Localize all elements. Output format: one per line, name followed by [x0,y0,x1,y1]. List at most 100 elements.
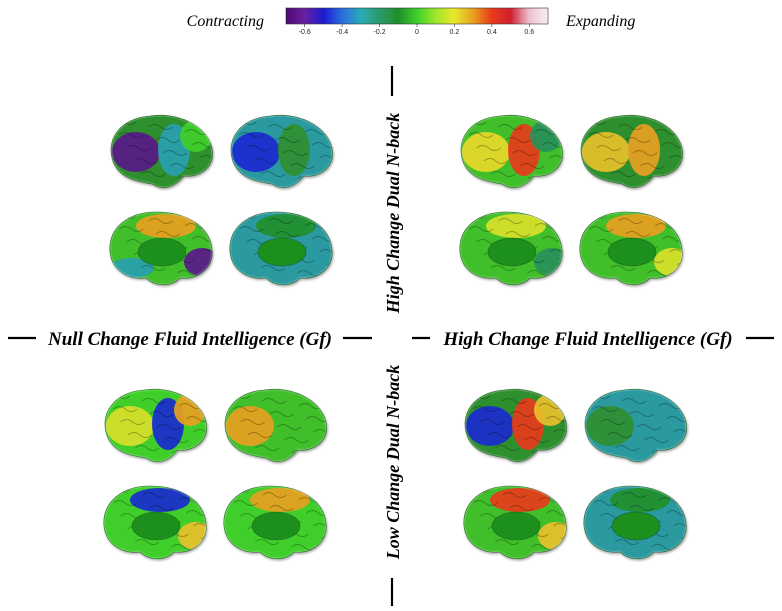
brain-sulcus [238,226,264,232]
brain-lateral-right [580,114,683,188]
brain-sulcus [644,437,669,443]
brain-sulcus [622,492,647,498]
colorbar-tick-label: 0.4 [487,29,497,36]
brain-lateral-right [230,114,333,188]
brain-quadrant-bottom-right [463,388,687,560]
brain-sulcus [326,168,333,174]
brain-sulcus [162,150,188,156]
brain-sulcus [610,171,636,177]
brain-sulcus [238,132,264,138]
brain-medial-left [103,485,207,560]
brain-sulcus [610,265,636,271]
brain-sulcus [505,231,531,237]
medial-wall [137,237,187,267]
brain-sulcus [614,445,640,451]
brain-quadrant-top-right [459,114,683,286]
brain-medial-right [229,211,333,286]
brain-sulcus [200,442,207,448]
brain-sulcus [170,163,195,169]
brain-sulcus [592,500,618,506]
brain-region-patch [486,214,546,238]
brain-sulcus [140,171,166,177]
brain-sulcus [661,236,683,242]
brain-sulcus [560,442,567,448]
brain-sulcus [134,539,160,545]
brain-sulcus [155,231,181,237]
brain-sulcus [665,416,687,422]
brain-sulcus [260,265,286,271]
brain-sulcus [260,171,286,177]
brain-region-patch [130,488,190,512]
axis-bottom-label: Low Change Dual N-back [383,365,403,561]
brain-sulcus [262,398,287,404]
brain-sulcus [676,168,683,174]
brain-sulcus [490,265,516,271]
brain-sulcus [320,442,327,448]
brain-sulcus [140,265,166,271]
brain-sulcus [502,492,527,498]
brain-sulcus [556,168,563,174]
brain-sulcus [502,398,527,404]
brain-region-patch [582,132,630,172]
brain-sulcus [246,145,271,151]
brain-medial-left [109,211,213,286]
medial-wall [257,237,307,267]
brain-region-patch [226,406,274,446]
brain-sulcus [505,137,531,143]
brain-quadrant-bottom-left [103,388,327,560]
brain-sulcus [603,158,629,164]
brain-sulcus [636,424,662,430]
brain-sulcus [311,142,333,148]
brain-sulcus [191,142,213,148]
brain-region-patch [278,124,310,176]
brain-sulcus [149,411,175,417]
colorbar-left-label: Contracting [187,13,264,30]
brain-region-patch [112,132,160,172]
brain-sulcus [126,145,151,151]
colorbar-tick-label: 0.2 [450,29,460,36]
brain-sulcus [112,500,138,506]
brain-sulcus [269,411,295,417]
brain-quadrant-top-left [109,114,333,286]
brain-sulcus [232,500,258,506]
brain-sulcus [560,536,567,542]
axis-right-label: High Change Fluid Intelligence (Gf) [442,329,732,350]
brain-sulcus [142,492,167,498]
brain-region-patch [462,132,510,172]
brain-sulcus [596,145,621,151]
brain-sulcus [509,505,535,511]
brain-sulcus [268,218,293,224]
brain-sulcus [607,432,633,438]
brain-sulcus [541,236,563,242]
brain-region-patch [606,214,666,238]
brain-sulcus [622,398,647,404]
brain-sulcus [254,445,280,451]
brain-sulcus [588,226,614,232]
brain-sulcus [520,163,545,169]
brain-lateral-right [584,388,687,462]
brain-sulcus [629,411,655,417]
brain-sulcus [472,406,498,412]
brain-sulcus [268,124,293,130]
brain-sulcus [588,132,614,138]
brain-sulcus [494,539,520,545]
brain-sulcus [148,218,173,224]
colorbar-ticks: -0.6 -0.4 -0.2 0 0.2 0.4 0.6 [299,24,534,36]
medial-wall [131,511,181,541]
brain-sulcus [625,231,651,237]
colorbar-right-label: Expanding [565,13,635,30]
brain-region-patch [136,214,196,238]
colorbar-tick-label: -0.4 [336,29,348,36]
brain-sulcus [524,437,549,443]
brain-sulcus [120,419,145,425]
brain-sulcus [240,419,265,425]
brain-sulcus [112,406,138,412]
brain-sulcus [480,419,505,425]
brain-region-patch [628,124,660,176]
brain-sulcus [625,137,651,143]
brain-sulcus [164,437,189,443]
axes: Null Change Fluid Intelligence (Gf) High… [8,66,774,606]
brain-sulcus [468,226,494,232]
brain-sulcus [206,262,213,268]
brain-sulcus [618,124,643,130]
